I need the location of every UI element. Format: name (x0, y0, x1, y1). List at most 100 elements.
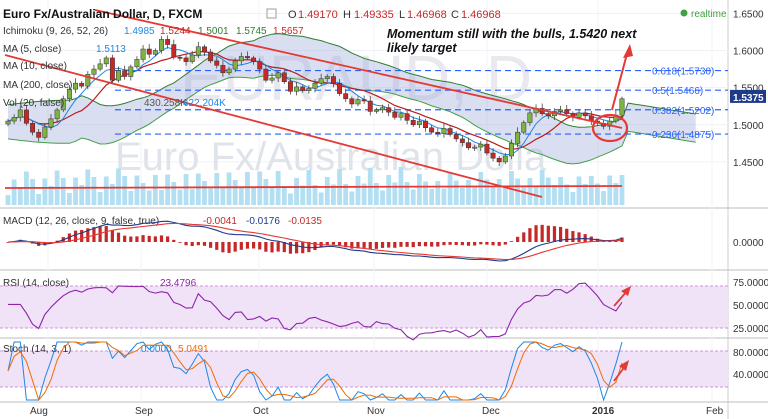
volume-bar (527, 178, 533, 205)
macd-histogram-bar (159, 235, 164, 242)
macd-histogram-bar (350, 242, 354, 249)
volume-bar (30, 179, 35, 205)
candle-body (226, 68, 232, 74)
macd-histogram-bar (252, 242, 256, 249)
legend-ichimoku[interactable]: Ichimoku (9, 26, 52, 26) (3, 26, 108, 37)
candle-body (5, 120, 11, 125)
candle-body (300, 86, 306, 91)
volume-bar (91, 177, 97, 205)
volume-bar (552, 185, 557, 205)
rsi-series (8, 282, 623, 341)
price-tick-label: 1.5500 (733, 84, 764, 95)
target-arrow-shaft (611, 49, 629, 111)
candle-body (269, 77, 275, 81)
volume-bar (97, 192, 103, 205)
macd-histogram-bar (374, 242, 378, 249)
candle-body (423, 120, 428, 129)
rsi-label[interactable]: RSI (14, close) (3, 278, 69, 289)
macd-histogram-bar (430, 242, 434, 247)
stoch-label[interactable]: Stoch (14, 3, 1) (3, 344, 71, 355)
volume-bar (294, 178, 299, 205)
candle-body (386, 107, 392, 113)
macd-histogram-bar (190, 242, 194, 247)
candle-body (453, 134, 459, 140)
last-price-value: 1.5375 (733, 93, 764, 104)
trendline-lower[interactable] (4, 54, 543, 198)
macd-histogram-bar (368, 242, 372, 249)
macd-histogram-bar (565, 228, 569, 242)
candle-body (478, 143, 484, 148)
fib-label-0618: 0.618(1.5730) (652, 67, 714, 78)
candlesticks (5, 35, 625, 166)
macd-histogram-bar (442, 242, 446, 246)
last-price-badge (730, 89, 766, 103)
volume-bar (251, 187, 256, 205)
candle-body (165, 39, 171, 45)
ohlc-open-label: O (288, 9, 297, 21)
candle-body (287, 81, 293, 92)
time-label-nov: Nov (367, 406, 385, 417)
ichimoku-value-3: 1.5001 (198, 26, 229, 37)
volume-bar (5, 195, 11, 205)
volume-bar (576, 176, 582, 205)
support-line[interactable] (4, 185, 623, 189)
stoch-d-line (7, 341, 623, 402)
macd-histogram-bar (473, 242, 477, 246)
candle-body (263, 68, 269, 81)
macd-histogram-bar (362, 242, 366, 248)
macd-histogram-bar (485, 242, 489, 245)
legend-ma5[interactable]: MA (5, close) (3, 44, 61, 55)
candle-body (140, 48, 146, 60)
macd-histogram-bar (595, 238, 600, 242)
candle-body (515, 131, 521, 144)
macd-histogram-bar (227, 242, 231, 253)
macd-series (6, 220, 624, 262)
macd-histogram-bar (288, 242, 293, 254)
candle-body (171, 44, 177, 58)
legend-volume[interactable]: Vol (20, false) (3, 98, 64, 109)
candle-body (472, 146, 478, 149)
annotation-line-2: likely target (387, 41, 457, 55)
candle-body (576, 112, 582, 118)
macd-histogram-bar (80, 230, 84, 242)
macd-histogram-bar (393, 242, 397, 248)
volume-bar (48, 186, 54, 205)
breakout-circle[interactable] (591, 113, 629, 143)
volume-bar (564, 184, 570, 205)
volume-bar (232, 180, 238, 205)
volume-bar (582, 184, 588, 205)
macd-histogram-bar (448, 242, 452, 245)
macd-label[interactable]: MACD (12, 26, close, 9, false, true) (3, 216, 159, 227)
candle-body (349, 98, 355, 105)
candle-body (42, 126, 48, 138)
settings-icon[interactable] (266, 8, 277, 19)
volume-bar (601, 191, 606, 205)
legend-ma200[interactable]: MA (200, close) (3, 80, 72, 91)
macd-histogram-bar (546, 225, 550, 242)
candle-body (116, 70, 121, 81)
stoch-value-d: 5.0491 (178, 344, 209, 355)
candle-body (294, 86, 300, 92)
trendline-upper[interactable] (94, 9, 623, 129)
macd-axis-tick: 0.0000 (733, 238, 764, 249)
volume-bar (263, 179, 269, 205)
legend-ma10[interactable]: MA (10, close) (3, 61, 67, 72)
volume-bar (588, 176, 594, 205)
volume-bar (257, 171, 263, 205)
macd-histogram-bar (540, 224, 544, 242)
time-label-oct: Oct (253, 406, 269, 417)
candle-body (502, 155, 508, 163)
candle-body (195, 46, 201, 56)
candle-body (343, 93, 349, 100)
macd-histogram-bar (436, 242, 440, 247)
macd-histogram-bar (123, 235, 127, 242)
volume-bar (324, 177, 330, 205)
volume-bar (459, 188, 465, 205)
macd-line (7, 220, 623, 262)
volume-bar (435, 181, 441, 205)
ohlc-open: 1.49170 (298, 9, 338, 21)
candle-body (607, 120, 613, 127)
candle-body (521, 122, 527, 133)
volume-bar (226, 172, 232, 205)
macd-histogram-bar (264, 242, 268, 252)
